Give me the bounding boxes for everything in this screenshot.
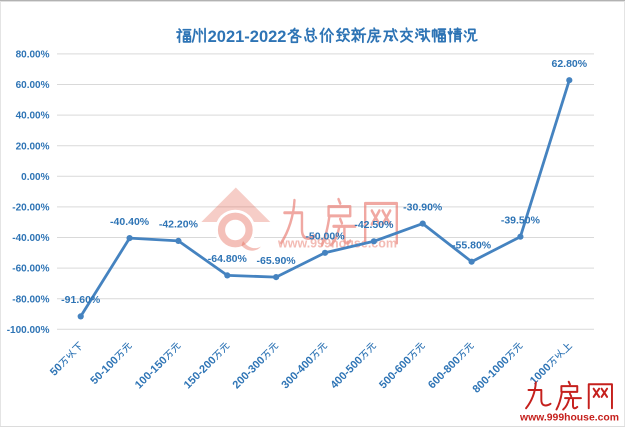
svg-text:-42.20%: -42.20% (159, 219, 199, 231)
svg-text:40.00%: 40.00% (16, 111, 50, 122)
svg-text:-40.00%: -40.00% (12, 233, 49, 244)
svg-text:-20.00%: -20.00% (12, 203, 49, 214)
svg-text:0.00%: 0.00% (21, 172, 49, 183)
svg-text:-60.00%: -60.00% (12, 264, 49, 275)
svg-text:-100.00%: -100.00% (7, 325, 50, 336)
svg-text:80.00%: 80.00% (16, 50, 50, 61)
svg-text:-30.90%: -30.90% (403, 201, 443, 213)
svg-text:www.999house.com: www.999house.com (277, 237, 397, 251)
svg-text:62.80%: 62.80% (551, 58, 587, 70)
svg-text:-91.60%: -91.60% (61, 294, 101, 306)
svg-text:20.00%: 20.00% (16, 141, 50, 152)
svg-text:-80.00%: -80.00% (12, 294, 49, 305)
svg-text:-50.00%: -50.00% (305, 231, 345, 243)
svg-text:-64.80%: -64.80% (208, 253, 248, 265)
svg-text:-42.50%: -42.50% (354, 219, 394, 231)
svg-text:-39.50%: -39.50% (501, 215, 541, 227)
svg-text:-65.90%: -65.90% (257, 255, 297, 267)
svg-text:2021-2022: 2021-2022 (208, 28, 287, 46)
svg-text:60.00%: 60.00% (16, 80, 50, 91)
svg-text:www.999house.com: www.999house.com (519, 412, 619, 424)
svg-text:-40.40%: -40.40% (110, 216, 150, 228)
svg-text:-55.80%: -55.80% (452, 240, 492, 252)
